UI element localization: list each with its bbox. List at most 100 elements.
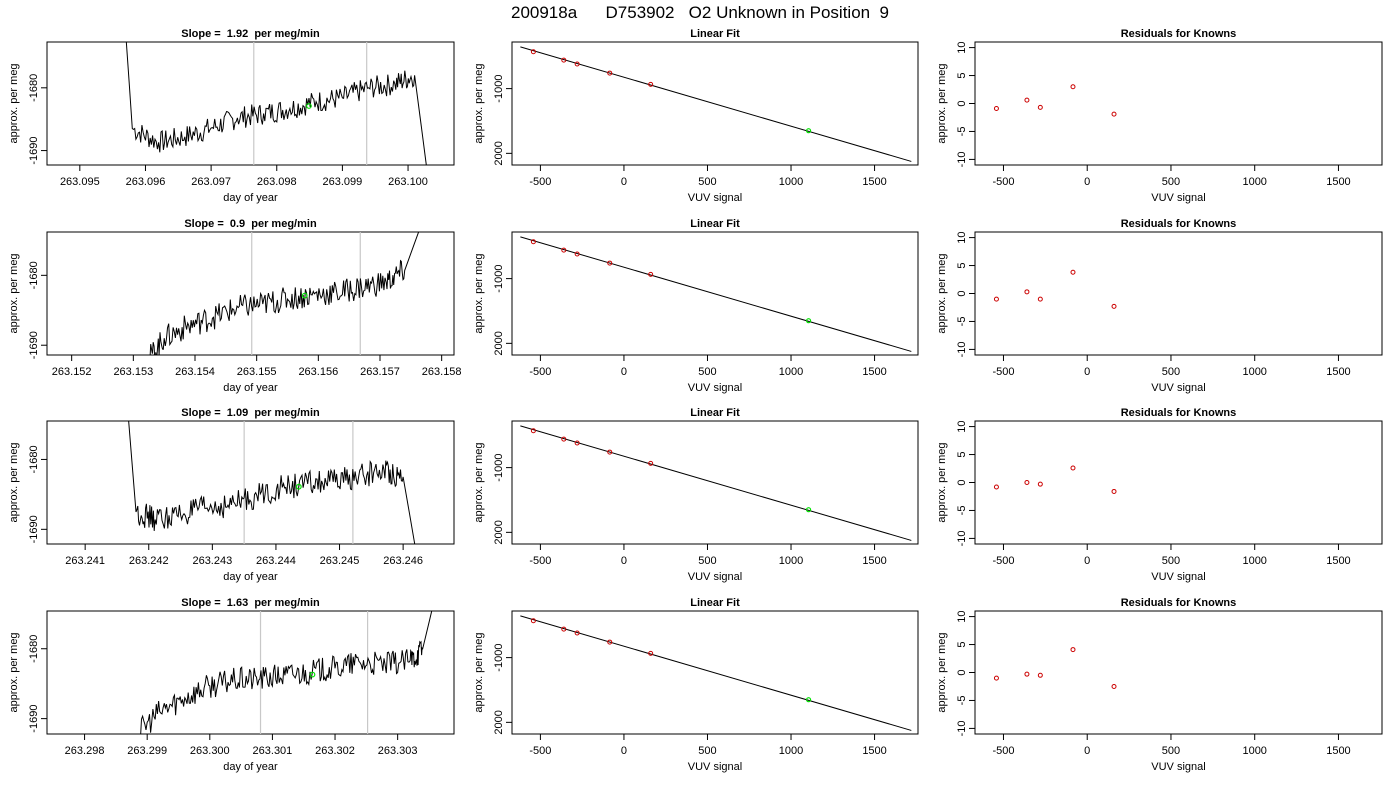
x-tick-label: -500 xyxy=(529,555,551,567)
x-axis-label: VUV signal xyxy=(688,761,742,773)
residual-point xyxy=(1024,97,1030,103)
x-tick-label: 263.154 xyxy=(175,366,215,378)
x-tick-label: 1500 xyxy=(862,555,886,567)
x-tick-label: 263.302 xyxy=(315,745,355,757)
y-tick-label: -5 xyxy=(956,317,968,327)
y-axis-label: approx. per meg xyxy=(473,63,485,143)
x-tick-label: -500 xyxy=(992,745,1014,757)
y-tick-label: -1680 xyxy=(28,261,40,289)
x-axis-label: VUV signal xyxy=(688,571,742,583)
x-tick-label: 1500 xyxy=(862,366,886,378)
unknown-point xyxy=(306,103,312,109)
residual-point xyxy=(1024,480,1030,485)
y-axis-label: approx. per meg xyxy=(8,632,20,712)
x-tick-label: 263.300 xyxy=(190,745,230,757)
residual-point xyxy=(1111,111,1117,117)
x-tick-label: 263.096 xyxy=(126,176,166,188)
x-tick-label: 500 xyxy=(1162,745,1180,757)
y-tick-label: 10 xyxy=(956,420,968,432)
unknown-point xyxy=(301,292,308,299)
chart-title: Linear Fit xyxy=(690,597,740,609)
x-tick-label: 1500 xyxy=(1326,555,1350,567)
chart-title: Residuals for Knowns xyxy=(1121,28,1237,40)
known-point xyxy=(574,630,580,636)
x-tick-label: 500 xyxy=(698,745,716,757)
panel-linear-fit-row-4: Linear Fit -500 0 500 1000 1500 2000 -1000 VUV s… xyxy=(473,597,919,773)
plot-area xyxy=(520,615,912,731)
x-tick-label: 0 xyxy=(621,366,627,378)
fit-line xyxy=(520,46,912,162)
x-tick-label: 263.303 xyxy=(378,745,418,757)
known-point xyxy=(561,436,567,442)
y-tick-label: -1690 xyxy=(28,136,40,164)
panel-residuals-row-2: Residuals for Knowns -500 0 500 1000 1500 -10 -… xyxy=(936,218,1383,394)
known-point xyxy=(561,247,567,253)
residual-point xyxy=(1037,296,1043,302)
x-tick-label: -500 xyxy=(529,366,551,378)
y-axis-label: approx. per meg xyxy=(936,63,948,143)
x-tick-label: 0 xyxy=(1084,745,1090,757)
unknown-point xyxy=(309,671,316,678)
plot-area xyxy=(125,42,427,165)
x-tick-label: -500 xyxy=(529,745,551,757)
panel-residuals-row-1: Residuals for Knowns -500 0 500 1000 1500 -10 -… xyxy=(936,28,1383,204)
residual-point xyxy=(993,675,999,681)
y-tick-label: -1680 xyxy=(28,445,40,473)
y-tick-label: 2000 xyxy=(493,331,505,355)
x-tick-label: 500 xyxy=(698,555,716,567)
y-axis-label: approx. per meg xyxy=(473,253,485,333)
x-tick-label: 263.245 xyxy=(320,555,360,567)
y-tick-label: -1000 xyxy=(493,75,505,103)
panel-linear-fit-row-2: Linear Fit -500 0 500 1000 1500 2000 -1000 VUV s… xyxy=(473,218,919,394)
y-tick-label: -5 xyxy=(956,696,968,706)
y-tick-label: -1000 xyxy=(493,265,505,293)
x-tick-label: 263.243 xyxy=(192,555,232,567)
series-trace xyxy=(125,42,427,165)
known-point xyxy=(561,57,567,63)
x-tick-label: 500 xyxy=(1162,555,1180,567)
x-tick-label: -500 xyxy=(992,555,1014,567)
plot-area xyxy=(993,465,1117,494)
plot-area xyxy=(520,236,912,352)
x-tick-label: 0 xyxy=(1084,366,1090,378)
chart-title: Slope = 0.9 per meg/min xyxy=(184,218,317,230)
x-tick-label: 263.097 xyxy=(191,176,231,188)
residual-point xyxy=(1024,671,1030,677)
x-tick-label: 263.158 xyxy=(422,366,462,378)
plot-frame xyxy=(511,231,919,356)
known-point xyxy=(648,271,654,277)
fit-line xyxy=(520,425,912,541)
known-point xyxy=(648,650,654,656)
panel-time-series-row-4: Slope = 1.63 per meg/min 263.298 263.299 26… xyxy=(8,597,455,773)
y-tick-label: -1000 xyxy=(493,454,505,482)
known-point xyxy=(530,618,536,624)
panel-time-series-row-3: Slope = 1.09 per meg/min 263.241 263.242 26… xyxy=(8,407,455,583)
x-tick-label: 500 xyxy=(698,176,716,188)
y-tick-label: 10 xyxy=(956,231,968,243)
x-tick-label: 1500 xyxy=(1326,176,1350,188)
y-axis-label: approx. per meg xyxy=(8,253,20,333)
unknown-point xyxy=(805,318,812,324)
known-point xyxy=(574,251,580,257)
unknown-point xyxy=(805,507,812,513)
x-tick-label: 1000 xyxy=(1242,176,1266,188)
x-tick-label: 0 xyxy=(621,745,627,757)
y-tick-label: -10 xyxy=(956,151,968,167)
known-point xyxy=(530,428,536,434)
y-tick-label: -1690 xyxy=(28,705,40,733)
y-axis-label: approx. per meg xyxy=(936,632,948,712)
panel-residuals-row-4: Residuals for Knowns -500 0 500 1000 1500 -10 -… xyxy=(936,597,1383,773)
x-tick-label: 263.246 xyxy=(383,555,423,567)
chart-title: Slope = 1.09 per meg/min xyxy=(181,407,320,419)
x-axis-label: day of year xyxy=(223,382,278,394)
x-axis-label: VUV signal xyxy=(1151,192,1205,204)
plot-frame xyxy=(511,41,919,166)
fit-line xyxy=(520,236,912,352)
residual-point xyxy=(1111,488,1117,494)
unknown-point xyxy=(805,128,812,134)
x-tick-label: 263.299 xyxy=(127,745,167,757)
fit-line xyxy=(520,615,912,731)
x-tick-label: 263.155 xyxy=(237,366,277,378)
plot-frame xyxy=(511,420,919,545)
x-tick-label: 263.298 xyxy=(65,745,105,757)
